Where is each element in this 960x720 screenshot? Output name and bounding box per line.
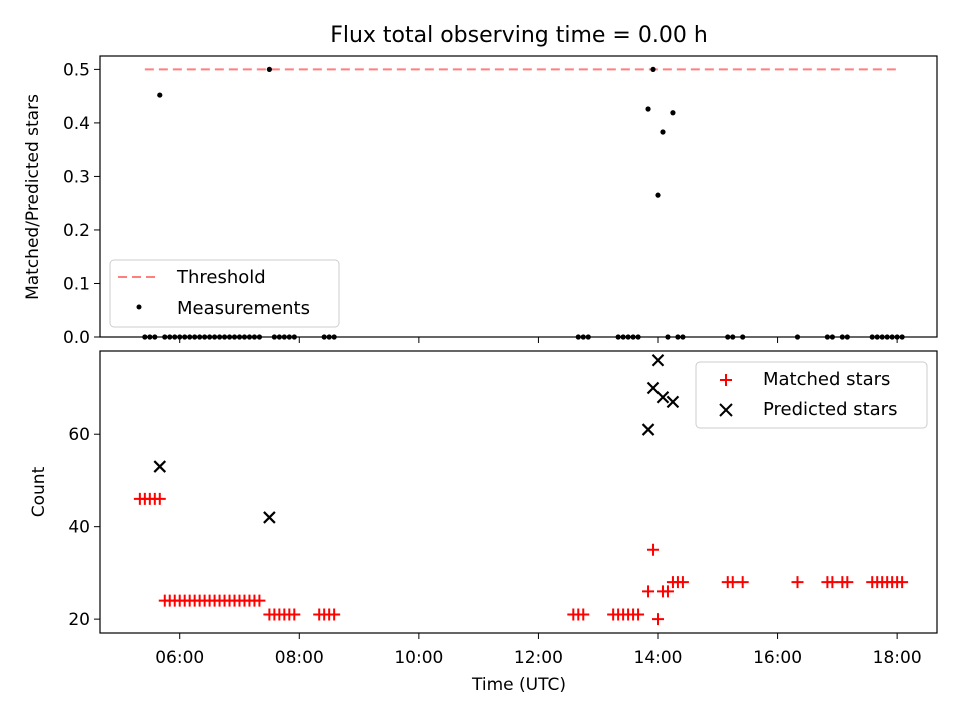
predicted-star-marker: [641, 423, 655, 436]
bottom-plot-marks: [133, 353, 909, 626]
x-tick-label: 06:00: [155, 648, 204, 668]
y-tick-label: 20: [68, 610, 90, 630]
y-tick-label: 0.1: [63, 274, 90, 294]
bottom-axis-ticks: 20 40 60 06:00 08:00 10:00 12:00 14:00 16:00 18:0…: [68, 425, 921, 668]
legend-label-threshold: Threshold: [176, 267, 266, 288]
predicted-legend-marker: [719, 403, 733, 417]
ratio-plot: Flux total observing time = 0.00 h Match…: [23, 23, 938, 348]
measurements-legend-dot: [136, 304, 142, 310]
matched-star-marker: [153, 492, 166, 505]
matched-star-marker: [288, 608, 301, 621]
x-tick-label: 10:00: [394, 648, 443, 668]
matched-star-marker: [676, 576, 689, 589]
y-axis-label: Matched/Predicted stars: [23, 94, 43, 300]
matched-star-marker: [896, 576, 909, 589]
matched-star-marker: [328, 608, 341, 621]
predicted-star-marker: [666, 395, 680, 409]
matched-star-marker: [652, 613, 664, 626]
measurement-point: [670, 110, 676, 116]
top-legend: Threshold Measurements: [109, 259, 340, 328]
matched-star-marker: [661, 585, 674, 598]
matched-star-marker: [577, 608, 590, 621]
bottom-legend: Matched stars Predicted stars: [695, 361, 928, 429]
matched-legend-marker: [720, 374, 732, 386]
matched-star-marker: [791, 576, 804, 589]
matched-star-marker: [841, 576, 854, 589]
predicted-star-marker: [656, 390, 670, 404]
measurement-point: [650, 66, 656, 72]
bottom-plot-frame: [99, 350, 938, 634]
top-plot-frame: [99, 55, 938, 338]
predicted-star-marker: [651, 353, 665, 367]
count-plot: Count Time (UTC) 20 40 60 06:00 08:00 10:00 12…: [29, 350, 938, 695]
chart-title: Flux total observing time = 0.00 h: [330, 23, 708, 48]
predicted-star-marker: [646, 381, 660, 395]
matched-star-marker: [642, 585, 655, 598]
y-tick-label: 0.4: [63, 114, 90, 134]
measurement-point: [655, 192, 661, 198]
top-axis-ticks: 0.0 0.1 0.2 0.3 0.4 0.5: [63, 60, 898, 348]
measurement-point: [660, 129, 666, 135]
measurement-point: [266, 66, 272, 72]
x-tick-label: 08:00: [275, 648, 324, 668]
y-tick-label: 40: [68, 518, 90, 538]
y-tick-label: 0.3: [63, 167, 90, 187]
x-tick-label: 14:00: [634, 648, 683, 668]
y-tick-label: 60: [68, 425, 90, 445]
y-axis-label-count: Count: [29, 466, 49, 517]
legend-label-predicted: Predicted stars: [763, 399, 897, 420]
measurement-point: [157, 92, 163, 98]
y-tick-label: 0.2: [63, 221, 90, 241]
x-axis-label: Time (UTC): [471, 675, 566, 695]
x-tick-label: 12:00: [514, 648, 563, 668]
y-tick-label: 0.0: [63, 328, 90, 348]
predicted-star-marker: [153, 460, 167, 473]
x-tick-label: 16:00: [753, 648, 802, 668]
measurement-point: [645, 106, 651, 112]
x-tick-label: 18:00: [873, 648, 922, 668]
matched-star-marker: [736, 576, 749, 589]
legend-box: [109, 259, 340, 328]
predicted-star-marker: [263, 511, 276, 524]
matched-star-marker: [632, 608, 645, 621]
y-tick-label: 0.5: [63, 60, 90, 80]
legend-box: [695, 361, 928, 429]
matched-star-marker: [647, 543, 660, 556]
legend-label-matched: Matched stars: [763, 369, 890, 390]
legend-label-measurements: Measurements: [177, 298, 310, 319]
matched-star-marker: [253, 594, 266, 607]
